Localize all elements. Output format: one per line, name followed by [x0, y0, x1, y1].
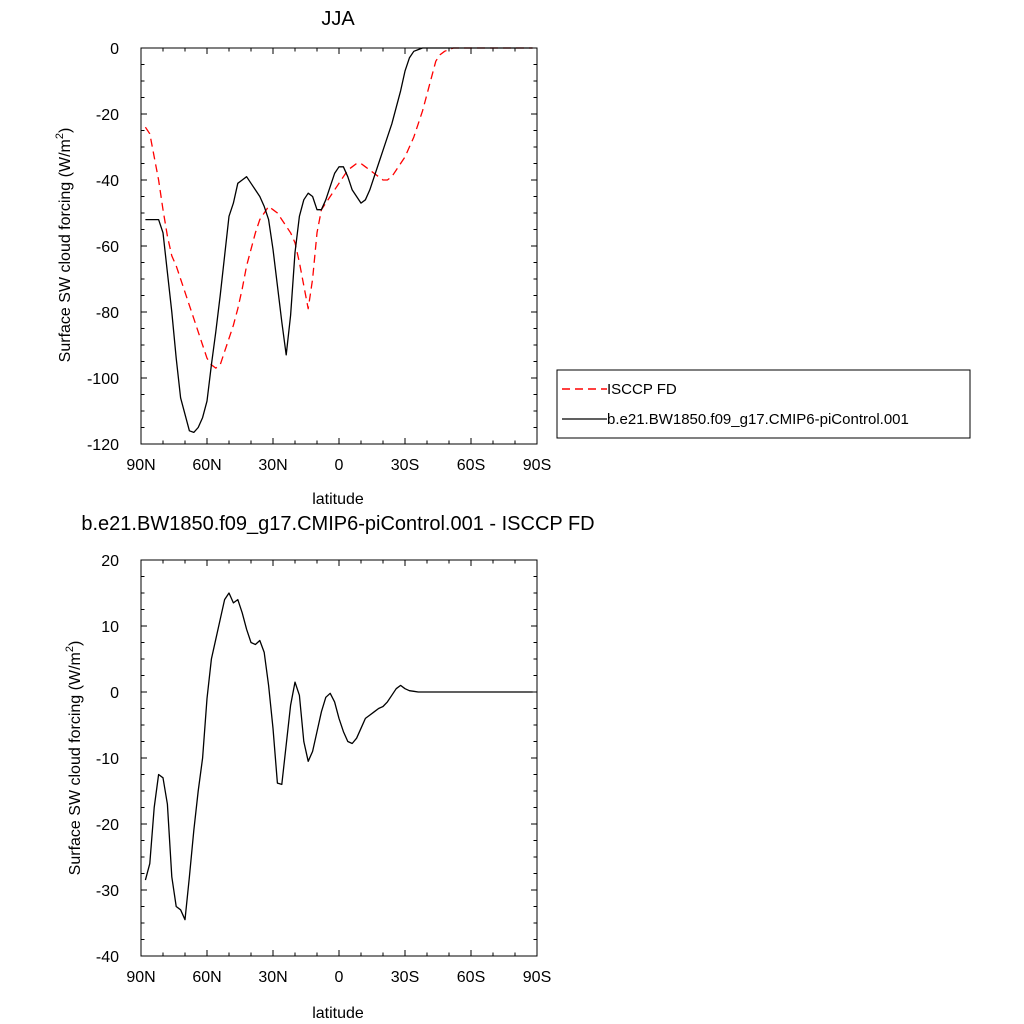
- y-tick-label: 0: [110, 41, 119, 58]
- axis-ticks: [140, 47, 538, 445]
- x-tick-label: 90N: [126, 457, 155, 474]
- x-tick-label: 60S: [457, 457, 485, 474]
- y-tick-label: -10: [96, 751, 119, 768]
- legend: ISCCP FD b.e21.BW1850.f09_g17.CMIP6-piCo…: [556, 369, 971, 439]
- y-tick-label: -20: [96, 107, 119, 124]
- chart-panel-bottom: b.e21.BW1850.f09_g17.CMIP6-piControl.001…: [64, 513, 595, 1022]
- plot-frame: [140, 47, 538, 445]
- legend-box: [556, 369, 971, 439]
- y-axis-title: Surface SW cloud forcing (W/m2): [64, 641, 84, 876]
- axis-tick-labels: 0 -20 -40 -60 -80 -100 -120 90N 60N 30N 0 30S 60S 90S: [87, 41, 551, 474]
- x-tick-label: 0: [335, 969, 344, 986]
- series-lines: [144, 47, 533, 434]
- x-tick-label: 90S: [523, 969, 551, 986]
- series-line-b-e21-bw1850-f09-g17-cmip6-picontrol-001: [145, 47, 533, 434]
- x-tick-label: 0: [335, 457, 344, 474]
- y-tick-label: 0: [110, 685, 119, 702]
- axis-ticks: [140, 559, 538, 957]
- y-tick-label: -40: [96, 173, 119, 190]
- series-line-difference: [144, 592, 533, 921]
- y-tick-label: -20: [96, 817, 119, 834]
- y-tick-label: -40: [96, 949, 119, 966]
- chart-title: b.e21.BW1850.f09_g17.CMIP6-piControl.001…: [81, 513, 594, 535]
- chart-panel-top: JJA latitude Surface SW cloud forcing (W…: [54, 8, 971, 508]
- x-tick-label: 30S: [391, 969, 419, 986]
- x-tick-label: 30S: [391, 457, 419, 474]
- x-tick-label: 90S: [523, 457, 551, 474]
- y-axis-title: Surface SW cloud forcing (W/m2): [54, 128, 74, 363]
- legend-label-isccp: ISCCP FD: [607, 381, 677, 398]
- x-tick-label: 90N: [126, 969, 155, 986]
- y-tick-label: -30: [96, 883, 119, 900]
- x-axis-title: latitude: [312, 491, 364, 508]
- x-tick-label: 30N: [258, 457, 287, 474]
- plot-frame: [140, 559, 538, 957]
- chart-title: JJA: [321, 8, 355, 30]
- x-tick-label: 60N: [192, 969, 221, 986]
- y-tick-label: 20: [101, 553, 119, 570]
- y-tick-label: -80: [96, 305, 119, 322]
- axis-tick-labels: 20 10 0 -10 -20 -30 -40 90N 60N 30N 0 30S 60S 90S: [96, 553, 551, 986]
- x-axis-title: latitude: [312, 1005, 364, 1022]
- series-line-isccp-fd: [144, 47, 533, 369]
- x-tick-label: 30N: [258, 969, 287, 986]
- y-tick-label: 10: [101, 619, 119, 636]
- y-tick-label: -60: [96, 239, 119, 256]
- x-tick-label: 60N: [192, 457, 221, 474]
- x-tick-label: 60S: [457, 969, 485, 986]
- legend-label-model: b.e21.BW1850.f09_g17.CMIP6-piControl.001: [607, 411, 909, 428]
- y-tick-label: -120: [87, 437, 119, 454]
- y-tick-label: -100: [87, 371, 119, 388]
- series-lines: [144, 592, 533, 921]
